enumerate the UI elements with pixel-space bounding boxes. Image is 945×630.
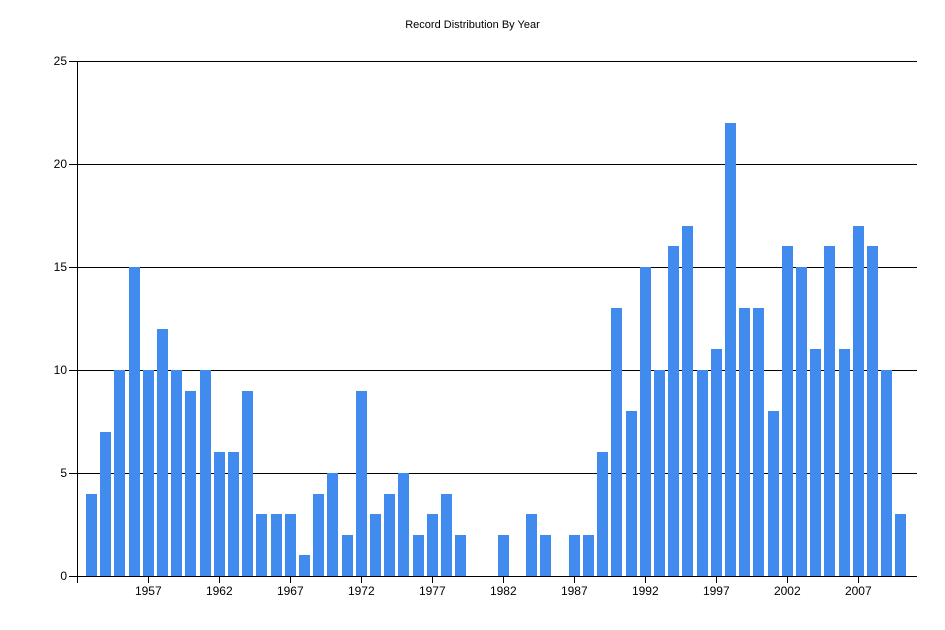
x-tick-label: 1992 [631,584,659,598]
bar-2002 [781,246,793,576]
bar-1993 [654,370,665,576]
bar-2006 [838,349,850,576]
x-tick [787,576,789,583]
bar-2005 [824,246,836,576]
y-tick-label: 25 [53,54,67,68]
x-tick [574,576,576,583]
bar-1985 [540,534,552,576]
bar-1984 [526,514,538,576]
bar-1994 [668,246,680,576]
bar-2009 [881,370,893,576]
bar-1967 [284,514,296,576]
x-tick-label: 1962 [205,584,233,598]
x-tick [148,576,150,583]
y-tick [69,370,77,371]
x-tick-label: 2002 [773,584,801,598]
x-tick-label: 1957 [134,584,162,598]
bar-1965 [256,514,268,576]
x-tick [432,576,434,583]
bar-1961 [199,370,211,576]
bar-1958 [157,328,168,576]
bar-1955 [114,370,126,576]
bar-2001 [767,411,779,576]
bar-1966 [270,514,282,576]
bar-1997 [710,349,722,576]
bar-1962 [213,452,225,576]
bar-1988 [583,534,594,576]
bar-1975 [398,473,410,576]
bar-1956 [128,267,140,576]
x-tick [361,576,363,583]
gridline [77,576,917,577]
x-tick-label: 1997 [702,584,730,598]
bar-1971 [341,534,353,576]
gridline [77,370,917,371]
bar-1953 [86,493,97,576]
bar-1995 [682,225,694,576]
bar-2008 [867,246,878,576]
gridline [77,267,917,268]
bar-1987 [568,534,580,576]
y-tick-label: 15 [53,260,67,274]
x-tick-label: 1987 [560,584,588,598]
plot-area: 0 5 10 15 20 25 1957 1962 1967 1972 1977 1982 1987 19… [54,54,917,598]
bar-2003 [796,267,807,576]
bar-1959 [171,370,183,576]
bar-1982 [497,534,509,576]
bar-1964 [242,390,254,576]
y-tick [69,61,77,62]
y-tick-label: 20 [53,157,67,171]
bar-1954 [100,431,112,576]
x-tick [77,576,78,583]
bar-1996 [696,370,708,576]
bar-1976 [412,534,424,576]
bar-1999 [739,308,751,576]
x-tick [219,576,221,583]
y-tick-label: 5 [60,466,67,480]
gridline [77,164,917,165]
bar-2000 [753,308,765,576]
bar-1973 [370,514,381,576]
x-tick-label: 1972 [347,584,375,598]
gridline [77,473,917,474]
x-tick [645,576,647,583]
bar-1974 [384,493,396,576]
bar-1970 [327,473,339,576]
bar-1969 [313,493,325,576]
y-tick-label: 10 [53,363,67,377]
bar-1978 [441,493,452,576]
chart-title: Record Distribution By Year [405,19,540,31]
bar-1989 [597,452,609,576]
x-tick-label: 1977 [418,584,446,598]
bar-1991 [625,411,637,576]
x-tick-label: 1967 [276,584,304,598]
y-tick [69,164,77,165]
gridline [77,61,917,62]
bar-1972 [355,390,367,576]
bar-2004 [810,349,822,576]
bar-1957 [142,370,154,576]
y-tick [69,267,77,268]
x-tick-label: 1982 [489,584,517,598]
x-tick-label: 2007 [844,584,872,598]
x-tick [503,576,505,583]
x-tick [858,576,860,583]
bar-2010 [895,514,907,576]
y-tick [69,576,77,577]
x-tick [290,576,292,583]
bar-1977 [426,514,438,576]
bar-1963 [228,452,239,576]
y-tick [69,473,77,474]
bar-1998 [725,122,736,576]
y-tick-label: 0 [60,569,67,583]
bar-2007 [852,225,864,576]
bar-1979 [455,534,467,576]
bar-1960 [185,390,197,576]
bar-1968 [299,555,310,576]
bar-1992 [639,267,651,576]
y-axis [77,61,78,583]
bar-1990 [611,308,623,576]
x-tick [716,576,718,583]
